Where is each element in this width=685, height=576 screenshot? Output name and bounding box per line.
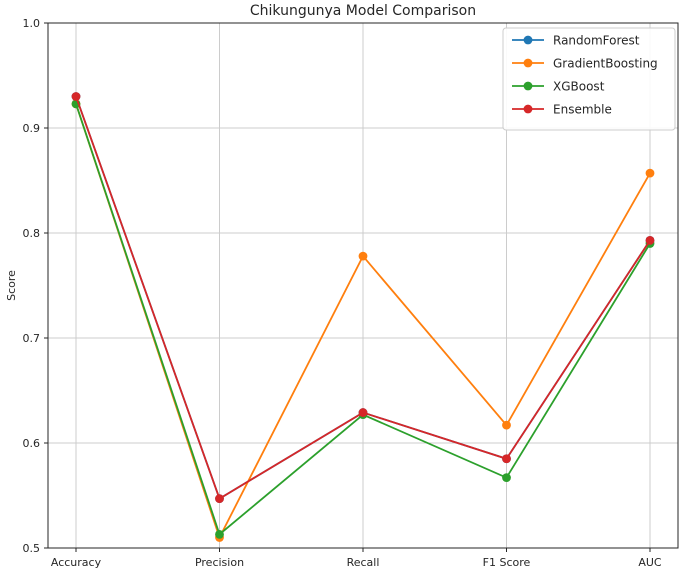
- data-point-ensemble: [71, 92, 81, 101]
- legend-label-gradientboosting: GradientBoosting: [553, 57, 658, 71]
- data-point-ensemble: [502, 454, 511, 464]
- y-tick-label: 0.6: [23, 437, 41, 450]
- series-layer: [71, 92, 655, 542]
- legend-marker-randomforest: [523, 35, 533, 45]
- y-axis-label: Score: [5, 270, 18, 301]
- y-tick-label: 1.0: [23, 17, 41, 30]
- y-tick-label: 0.5: [23, 542, 41, 555]
- data-point-xgboost: [215, 529, 224, 539]
- x-tick-label: Recall: [347, 556, 380, 569]
- x-tick-label: Precision: [195, 556, 244, 569]
- legend-label-xgboost: XGBoost: [553, 80, 605, 94]
- y-tick-label: 0.7: [23, 332, 41, 345]
- x-tick-label: F1 Score: [483, 556, 531, 569]
- legend-marker-gradientboosting: [523, 58, 533, 68]
- y-tick-label: 0.9: [23, 122, 41, 135]
- data-point-ensemble: [645, 235, 655, 245]
- legend-label-randomforest: RandomForest: [553, 34, 640, 48]
- data-point-gradientboosting: [645, 168, 655, 178]
- legend-box: [502, 27, 676, 131]
- legend: RandomForest GradientBoosting XGBoost Ensem…: [502, 27, 676, 131]
- data-point-xgboost: [502, 473, 511, 483]
- data-point-ensemble: [215, 494, 224, 504]
- legend-marker-ensemble: [523, 104, 533, 114]
- y-tick-label: 0.8: [23, 227, 41, 240]
- legend-marker-xgboost: [523, 81, 533, 91]
- tick-layer: 0.5 0.6 0.7 0.8 0.9 1.0 Accuracy Precision Recal…: [23, 17, 662, 569]
- data-point-gradientboosting: [502, 420, 511, 430]
- chart-title: Chikungunya Model Comparison: [250, 3, 476, 19]
- x-tick-label: AUC: [638, 556, 662, 569]
- data-point-ensemble: [358, 408, 368, 417]
- legend-label-ensemble: Ensemble: [553, 103, 612, 117]
- data-point-gradientboosting: [358, 251, 368, 261]
- x-tick-label: Accuracy: [51, 556, 102, 569]
